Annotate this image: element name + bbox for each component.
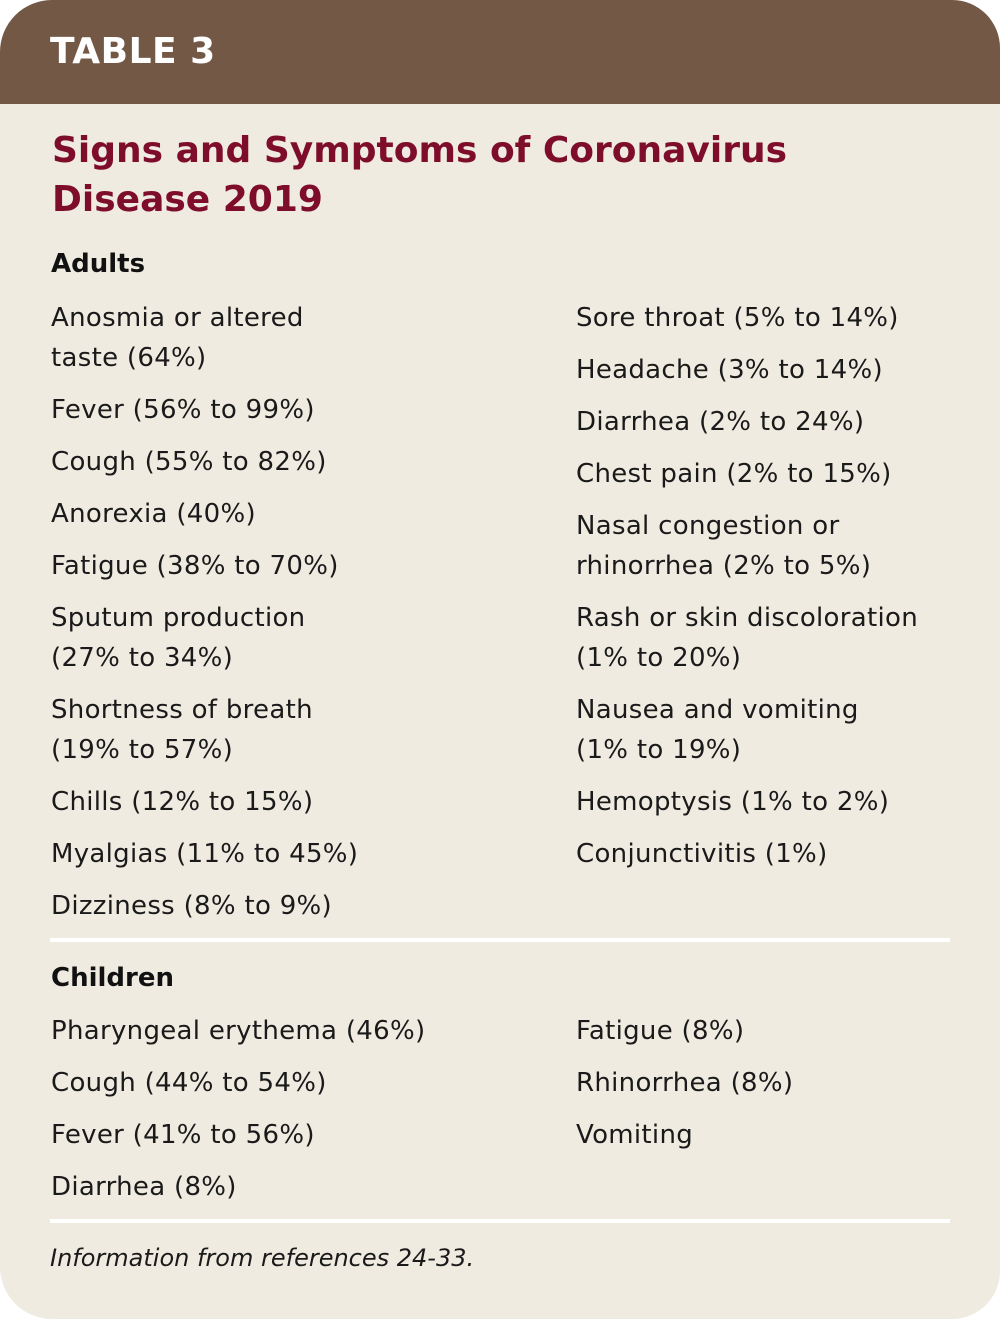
source-footnote: Information from references 24-33. [50, 1244, 475, 1272]
list-item: Pharyngeal erythema (46%) [51, 1016, 426, 1046]
children-list-right: Fatigue (8%) Rhinorrhea (8%) Vomiting [576, 1011, 976, 1167]
list-item: Fatigue (38% to 70%) [51, 551, 339, 581]
list-item: Diarrhea (2% to 24%) [576, 407, 865, 437]
list-item: Shortness of breath (19% to 57%) [51, 695, 313, 765]
list-item: Hemoptysis (1% to 2%) [576, 787, 890, 817]
children-list-left: Pharyngeal erythema (46%) Cough (44% to … [51, 1011, 521, 1219]
list-item: Myalgias (11% to 45%) [51, 839, 359, 869]
list-item: Sputum production (27% to 34%) [51, 603, 306, 673]
children-heading: Children [51, 963, 174, 993]
table-title-line-1: Signs and Symptoms of Coronavirus [52, 130, 788, 171]
list-item: Conjunctivitis (1%) [576, 839, 828, 869]
adults-heading: Adults [51, 249, 146, 279]
list-item: Rash or skin discoloration (1% to 20%) [576, 603, 918, 673]
list-item: Anorexia (40%) [51, 499, 256, 529]
list-item: Vomiting [576, 1120, 694, 1150]
section-divider [50, 938, 950, 942]
footer-divider [50, 1219, 950, 1223]
adults-list-left: Anosmia or altered taste (64%) Fever (56… [51, 298, 521, 938]
list-item: Nasal congestion or rhinorrhea (2% to 5%… [576, 511, 872, 581]
list-item: Headache (3% to 14%) [576, 355, 883, 385]
adults-list-right: Sore throat (5% to 14%) Headache (3% to … [576, 298, 976, 886]
table-title: Signs and Symptoms of Coronavirus Diseas… [52, 126, 932, 224]
list-item: Sore throat (5% to 14%) [576, 303, 899, 333]
list-item: Chills (12% to 15%) [51, 787, 314, 817]
list-item: Fatigue (8%) [576, 1016, 745, 1046]
list-item: Chest pain (2% to 15%) [576, 459, 892, 489]
table-banner: TABLE 3 [0, 0, 1000, 104]
list-item: Fever (41% to 56%) [51, 1120, 315, 1150]
list-item: Cough (55% to 82%) [51, 447, 327, 477]
table-title-line-2: Disease 2019 [52, 179, 323, 220]
list-item: Rhinorrhea (8%) [576, 1068, 794, 1098]
list-item: Anosmia or altered taste (64%) [51, 303, 304, 373]
list-item: Cough (44% to 54%) [51, 1068, 327, 1098]
list-item: Nausea and vomiting (1% to 19%) [576, 695, 859, 765]
table-label: TABLE 3 [50, 31, 216, 72]
list-item: Diarrhea (8%) [51, 1172, 237, 1202]
list-item: Dizziness (8% to 9%) [51, 891, 333, 921]
list-item: Fever (56% to 99%) [51, 395, 315, 425]
